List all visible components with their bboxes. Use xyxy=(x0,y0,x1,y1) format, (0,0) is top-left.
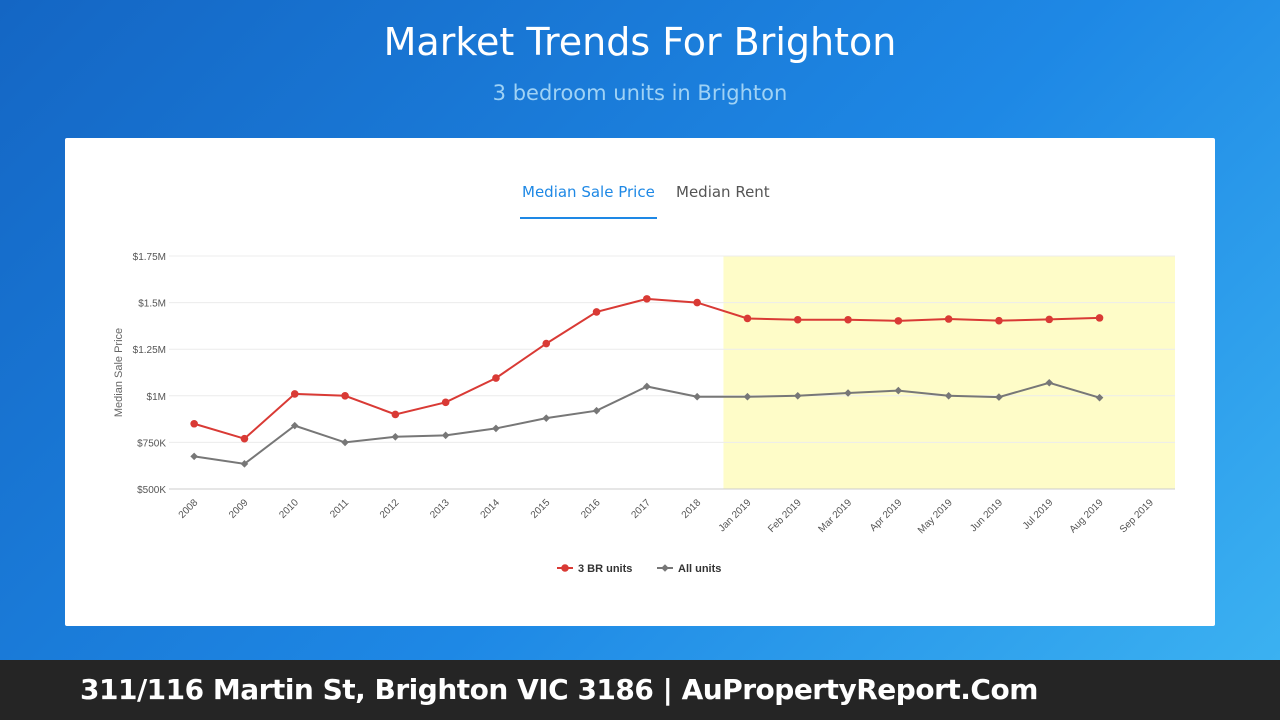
data-point xyxy=(441,431,450,440)
data-point xyxy=(1095,314,1104,322)
data-point xyxy=(492,374,500,382)
footer-address: 311/116 Martin St, Brighton VIC 3186 | A… xyxy=(80,673,1038,706)
x-tick-label: 2008 xyxy=(177,497,201,521)
forecast-highlight-band xyxy=(723,256,1175,489)
data-point xyxy=(894,317,903,325)
legend-marker xyxy=(661,564,669,572)
x-tick-label: 2012 xyxy=(378,497,402,521)
y-tick-label: $500K xyxy=(137,485,166,496)
data-point xyxy=(793,315,802,324)
data-point xyxy=(592,308,601,316)
data-point xyxy=(995,393,1003,401)
x-tick-label: Apr 2019 xyxy=(868,497,905,534)
data-point xyxy=(643,295,651,303)
x-tick-label: Jan 2019 xyxy=(717,497,754,534)
x-tick-label: Mar 2019 xyxy=(817,497,855,535)
data-point xyxy=(542,339,551,348)
x-tick-label: 2016 xyxy=(579,497,603,521)
x-tick-label: May 2019 xyxy=(916,497,955,536)
line-chart: $500K $750K $1M $1.25M $1.5M $1.75M Median Sal… xyxy=(113,252,1175,575)
data-point xyxy=(693,392,701,401)
y-tick-label: $1M xyxy=(147,392,166,403)
data-point xyxy=(240,434,249,443)
x-tick-label: 2014 xyxy=(479,497,503,521)
data-point xyxy=(944,392,953,400)
data-point xyxy=(944,315,953,323)
data-point xyxy=(743,392,752,401)
y-tick-label: $750K xyxy=(137,438,166,449)
tab-median-sale-price[interactable]: Median Sale Price xyxy=(520,183,657,219)
x-tick-label: Jul 2019 xyxy=(1021,497,1056,532)
x-tick-label: 2015 xyxy=(529,497,553,521)
data-point xyxy=(1045,315,1054,324)
chart-card: Median Sale Price Median Rent $500K $750K… xyxy=(65,138,1215,626)
data-point xyxy=(1045,378,1054,387)
data-point xyxy=(341,392,349,400)
x-tick-label: 2009 xyxy=(227,497,251,521)
data-point xyxy=(592,406,601,415)
data-point xyxy=(240,460,249,468)
data-point xyxy=(894,386,903,395)
x-tick-label: 2011 xyxy=(328,497,351,520)
data-point xyxy=(391,410,400,419)
data-point xyxy=(995,316,1003,325)
y-tick-label: $1.75M xyxy=(133,252,166,263)
y-axis-label: Median Sale Price xyxy=(113,328,125,417)
x-tick-label: 2013 xyxy=(428,497,452,521)
y-tick-label: $1.25M xyxy=(133,345,166,356)
x-tick-label: Jun 2019 xyxy=(968,497,1005,534)
data-point xyxy=(441,398,450,407)
data-point xyxy=(290,390,299,398)
data-point xyxy=(391,433,400,441)
data-point xyxy=(542,414,551,422)
data-point xyxy=(190,419,198,428)
tab-median-rent[interactable]: Median Rent xyxy=(676,183,770,201)
x-tick-label: 2017 xyxy=(629,497,653,521)
page-title: Market Trends For Brighton xyxy=(383,20,897,64)
legend-label: All units xyxy=(678,563,721,575)
data-point xyxy=(290,421,299,430)
data-point xyxy=(341,438,349,447)
data-point xyxy=(492,424,500,433)
data-point xyxy=(844,389,852,397)
legend-marker xyxy=(561,564,569,572)
legend-label: 3 BR units xyxy=(578,563,632,575)
data-point xyxy=(793,392,802,400)
x-tick-label: Aug 2019 xyxy=(1068,497,1106,535)
data-point xyxy=(643,382,651,391)
data-point xyxy=(743,314,752,323)
data-point xyxy=(1095,393,1104,402)
x-tick-label: 2018 xyxy=(680,497,704,521)
x-tick-label: Sep 2019 xyxy=(1118,497,1156,535)
page-subtitle: 3 bedroom units in Brighton xyxy=(492,81,788,105)
data-point xyxy=(844,315,852,324)
y-tick-label: $1.5M xyxy=(138,299,166,310)
x-tick-label: 2010 xyxy=(277,497,301,521)
footer-bar: 311/116 Martin St, Brighton VIC 3186 | A… xyxy=(0,660,1280,720)
data-point xyxy=(190,452,198,461)
x-tick-label: Feb 2019 xyxy=(766,497,804,535)
data-point xyxy=(693,298,701,307)
